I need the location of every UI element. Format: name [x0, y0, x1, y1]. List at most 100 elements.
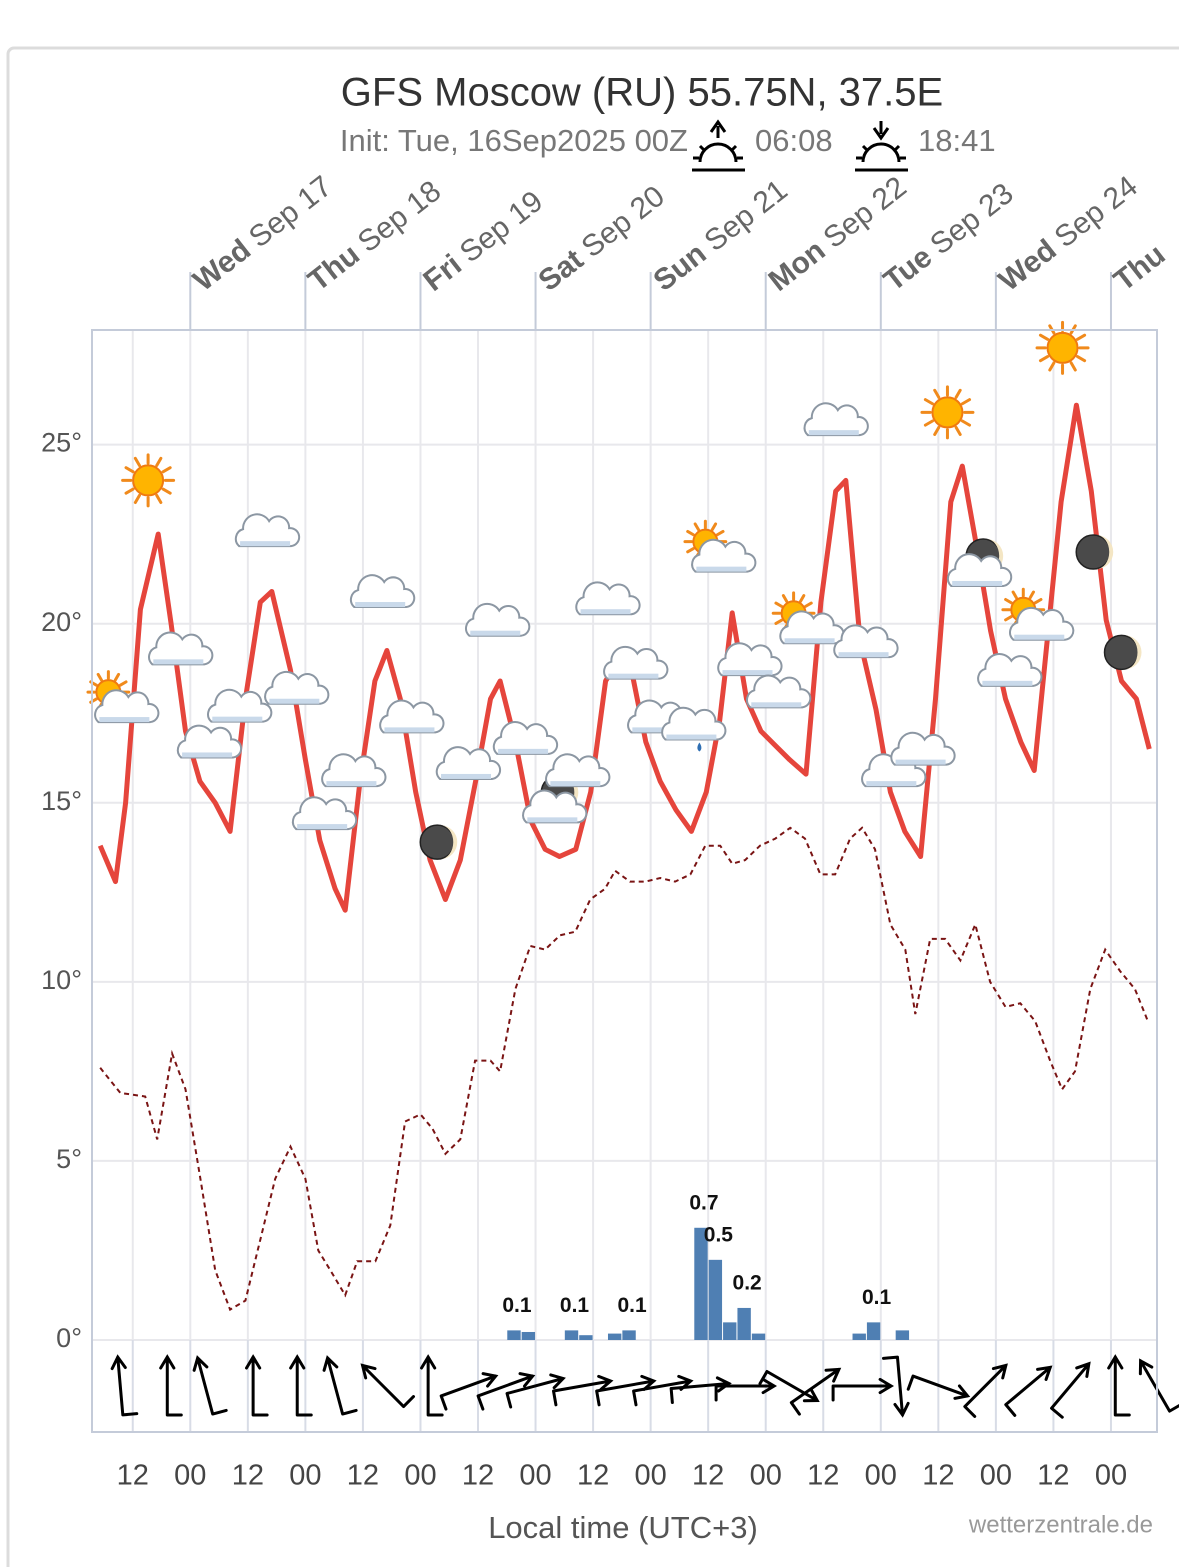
- x-tick-label: 00: [980, 1460, 1012, 1492]
- x-tick-label: 00: [635, 1460, 667, 1492]
- x-tick-label: 12: [577, 1460, 609, 1492]
- weather-symbol: [890, 731, 956, 766]
- precip-bar: [521, 1331, 536, 1340]
- wind-arrow: [758, 1370, 820, 1403]
- weather-symbol: [1001, 587, 1075, 641]
- sunset-time: 18:41: [918, 123, 996, 158]
- weather-symbol: [1075, 534, 1114, 570]
- x-tick-label: 00: [519, 1460, 551, 1492]
- weather-symbol: [435, 746, 502, 780]
- cloud-shape: [264, 670, 330, 705]
- sun-ray: [1004, 615, 1013, 622]
- x-tick-label: 12: [462, 1460, 494, 1492]
- weather-symbol: [977, 653, 1043, 687]
- sun-ray: [1028, 590, 1035, 600]
- weather-symbols: [86, 320, 1142, 860]
- wind-arrow: [1004, 1365, 1053, 1417]
- moon-crescent: [1124, 635, 1142, 670]
- sun-disc: [1046, 331, 1079, 364]
- cloud-shape: [234, 513, 301, 548]
- cloud-shape: [575, 581, 641, 616]
- weather-symbol: [379, 699, 445, 734]
- wind-arrow: [420, 1354, 444, 1417]
- sun-ray: [1038, 333, 1050, 341]
- wind-arrow: [714, 1377, 778, 1402]
- sun-ray: [1038, 355, 1050, 363]
- cloud-base: [498, 748, 549, 754]
- wind-arrow: [476, 1372, 536, 1411]
- cloud-base: [722, 670, 773, 676]
- wind-arrow: [789, 1367, 842, 1416]
- cloud-base: [866, 781, 917, 787]
- wind-arrow: [110, 1354, 139, 1417]
- precip-label: 0.5: [704, 1223, 734, 1246]
- cloud-base: [355, 602, 406, 608]
- wind-arrow: [831, 1377, 895, 1402]
- sun-ray: [1075, 355, 1087, 363]
- moon-disc: [1075, 534, 1111, 570]
- sun-ray: [923, 398, 935, 406]
- weather-symbol: [86, 670, 160, 724]
- sun-ray: [118, 680, 128, 687]
- cloud-base: [384, 727, 435, 733]
- precip-label: 0.2: [733, 1271, 762, 1294]
- sun-ray: [124, 466, 135, 474]
- weather-symbol: [349, 574, 416, 609]
- sun-ray: [686, 547, 695, 554]
- sun-ray: [774, 618, 784, 625]
- cloud-base: [470, 630, 521, 636]
- credit: wetterzentrale.de: [968, 1511, 1153, 1538]
- cloud-base: [895, 759, 946, 765]
- wind-arrow: [552, 1374, 614, 1407]
- precip-bar: [723, 1322, 737, 1340]
- precip-bar: [708, 1259, 723, 1340]
- cloud-shape: [661, 706, 727, 741]
- precip-label: 0.1: [617, 1294, 647, 1317]
- weather-symbol: [321, 753, 387, 788]
- sun-ray: [1069, 361, 1077, 372]
- wind-arrow: [882, 1355, 910, 1418]
- cloud-shape: [746, 674, 812, 709]
- cloud-base: [952, 580, 1003, 586]
- cloud-base: [751, 702, 802, 708]
- y-tick-label: 20°: [41, 607, 82, 637]
- sun-ray: [960, 419, 972, 427]
- sun-ray: [161, 466, 172, 474]
- grid: [92, 272, 1157, 1432]
- cloud-shape: [207, 688, 273, 723]
- cloud-base: [696, 566, 747, 572]
- wind-arrow: [1138, 1358, 1179, 1413]
- cloud-base: [608, 673, 659, 679]
- cloud-base: [99, 717, 150, 723]
- cloud-base: [297, 824, 348, 830]
- wind-arrow: [322, 1355, 358, 1416]
- sun-ray: [155, 493, 163, 505]
- cloud-shape: [691, 538, 757, 573]
- sun-ray: [954, 425, 962, 436]
- precip-label: 0.7: [689, 1191, 718, 1214]
- precip-label: 0.1: [502, 1294, 532, 1317]
- cloud-base: [527, 817, 578, 823]
- cloud-base: [838, 652, 889, 658]
- cloud-base: [441, 773, 492, 779]
- weather-symbol: [419, 824, 458, 860]
- y-tick-label: 15°: [41, 786, 82, 816]
- sun-ray: [954, 388, 962, 399]
- sun-ray: [133, 456, 141, 467]
- sun-ray: [933, 388, 941, 399]
- y-tick-label: 5°: [56, 1144, 82, 1174]
- sun-ray: [798, 594, 806, 603]
- cloud-shape: [603, 645, 669, 680]
- x-tick-label: 12: [807, 1460, 839, 1492]
- weather-symbol: [746, 674, 812, 709]
- moon-crescent: [440, 825, 458, 860]
- precip-bar: [737, 1307, 751, 1340]
- weather-symbol: [803, 402, 869, 437]
- precip-bar: [579, 1335, 593, 1340]
- wind-arrow: [906, 1374, 971, 1400]
- wind-arrow: [360, 1363, 415, 1409]
- wind-arrow: [192, 1355, 228, 1416]
- precip-bar: [895, 1330, 910, 1340]
- cloud-shape: [176, 724, 243, 759]
- cloud-shape: [321, 753, 387, 788]
